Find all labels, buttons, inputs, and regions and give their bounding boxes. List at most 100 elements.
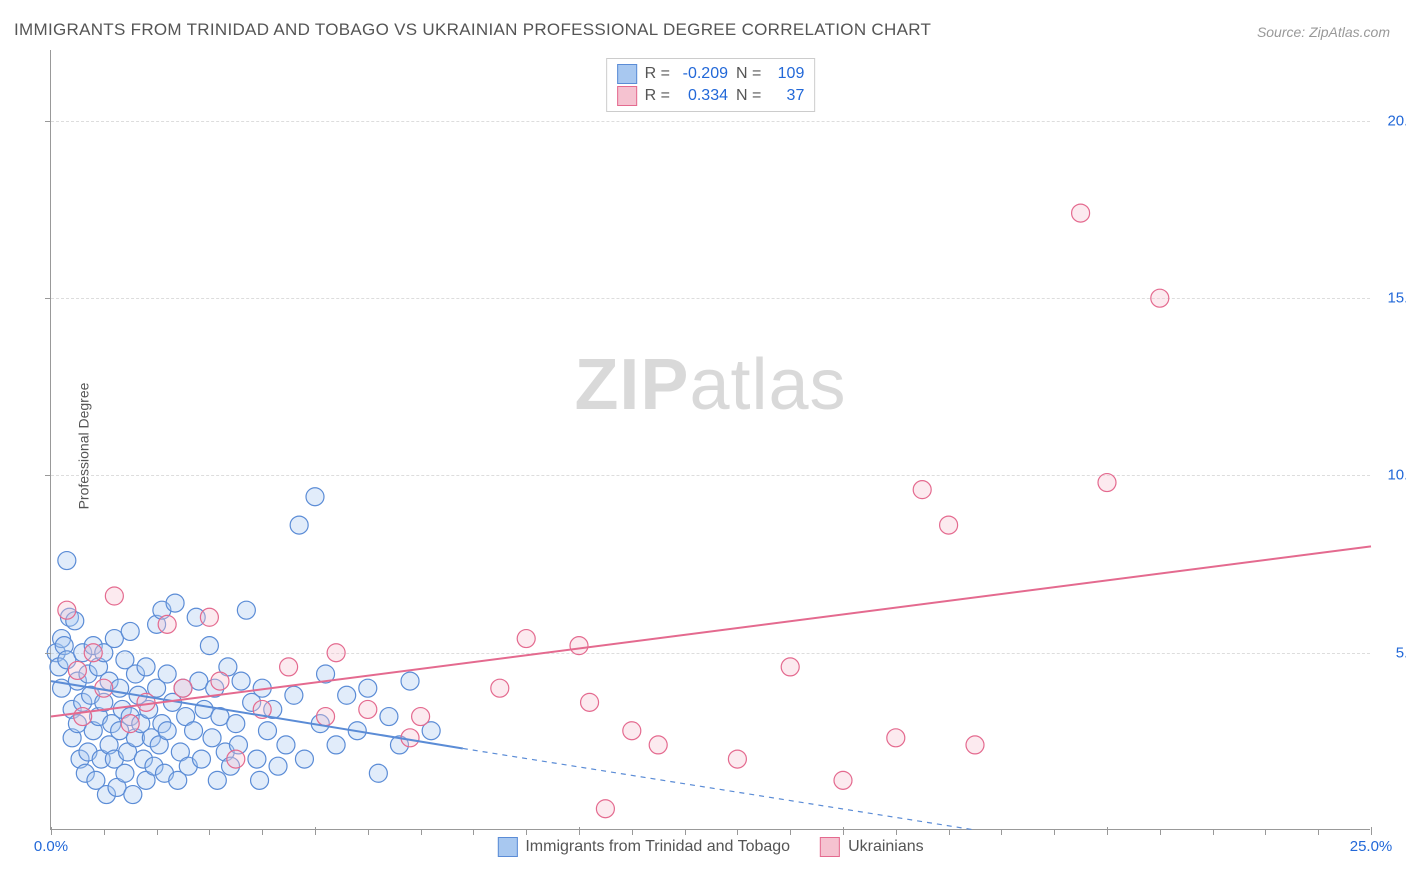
x-minor-tick [1054, 829, 1055, 835]
x-minor-tick [421, 829, 422, 835]
x-tick [51, 827, 52, 835]
n-value-1: 109 [769, 65, 804, 83]
x-minor-tick [104, 829, 105, 835]
x-minor-tick [790, 829, 791, 835]
data-point [58, 552, 76, 570]
data-point [121, 622, 139, 640]
data-point [200, 637, 218, 655]
data-point [834, 771, 852, 789]
data-point [208, 771, 226, 789]
legend-label-2: Ukrainians [848, 838, 924, 856]
data-point [380, 708, 398, 726]
data-point [137, 658, 155, 676]
x-minor-tick [737, 829, 738, 835]
data-point [74, 708, 92, 726]
x-minor-tick [896, 829, 897, 835]
data-point [174, 679, 192, 697]
legend-label-1: Immigrants from Trinidad and Tobago [525, 838, 790, 856]
data-point [211, 672, 229, 690]
data-point [68, 661, 86, 679]
stats-row-series2: R = 0.334 N = 37 [617, 85, 805, 107]
y-tick [45, 653, 51, 654]
scatter-plot-svg [51, 50, 1370, 829]
data-point [359, 679, 377, 697]
data-point [58, 601, 76, 619]
x-minor-tick [262, 829, 263, 835]
source-attribution: Source: ZipAtlas.com [1257, 24, 1390, 40]
data-point [623, 722, 641, 740]
trend-line-extrapolated [463, 748, 975, 830]
x-tick-label: 25.0% [1350, 838, 1393, 855]
y-tick-label: 15.0% [1375, 290, 1406, 307]
data-point [105, 587, 123, 605]
data-point [1098, 474, 1116, 492]
data-point [121, 715, 139, 733]
data-point [185, 722, 203, 740]
y-tick-label: 5.0% [1375, 644, 1406, 661]
data-point [317, 708, 335, 726]
data-point [232, 672, 250, 690]
x-minor-tick [1160, 829, 1161, 835]
legend-item-series2: Ukrainians [820, 837, 924, 857]
chart-container: IMMIGRANTS FROM TRINIDAD AND TOBAGO VS U… [0, 0, 1406, 892]
data-point [116, 764, 134, 782]
swatch-series2 [617, 86, 637, 106]
data-point [596, 800, 614, 818]
r-label: R = [645, 65, 670, 83]
data-point [237, 601, 255, 619]
data-point [248, 750, 266, 768]
data-point [781, 658, 799, 676]
data-point [401, 672, 419, 690]
chart-title: IMMIGRANTS FROM TRINIDAD AND TOBAGO VS U… [14, 20, 931, 40]
data-point [327, 644, 345, 662]
x-minor-tick [473, 829, 474, 835]
data-point [359, 700, 377, 718]
data-point [269, 757, 287, 775]
y-tick-label: 10.0% [1375, 467, 1406, 484]
x-tick [843, 827, 844, 835]
n-value-2: 37 [769, 87, 804, 105]
data-point [124, 786, 142, 804]
x-minor-tick [1001, 829, 1002, 835]
data-point [1072, 204, 1090, 222]
bottom-legend: Immigrants from Trinidad and Tobago Ukra… [497, 837, 923, 857]
x-minor-tick [368, 829, 369, 835]
data-point [338, 686, 356, 704]
y-tick [45, 475, 51, 476]
plot-area: ZIPatlas R = -0.209 N = 109 R = 0.334 N … [50, 50, 1370, 830]
data-point [192, 750, 210, 768]
data-point [1151, 289, 1169, 307]
y-tick [45, 121, 51, 122]
data-point [158, 615, 176, 633]
x-minor-tick [949, 829, 950, 835]
data-point [227, 750, 245, 768]
n-label: N = [736, 65, 761, 83]
x-minor-tick [209, 829, 210, 835]
data-point [649, 736, 667, 754]
x-minor-tick [1213, 829, 1214, 835]
x-minor-tick [526, 829, 527, 835]
x-minor-tick [1318, 829, 1319, 835]
y-tick [45, 298, 51, 299]
data-point [285, 686, 303, 704]
data-point [887, 729, 905, 747]
data-point [913, 481, 931, 499]
swatch-bottom-series2 [820, 837, 840, 857]
n-label-2: N = [736, 87, 761, 105]
x-minor-tick [1265, 829, 1266, 835]
data-point [203, 729, 221, 747]
data-point [158, 665, 176, 683]
data-point [728, 750, 746, 768]
data-point [251, 771, 269, 789]
data-point [306, 488, 324, 506]
x-tick-label: 0.0% [34, 838, 68, 855]
x-minor-tick [632, 829, 633, 835]
data-point [258, 722, 276, 740]
x-tick [1107, 827, 1108, 835]
stats-legend: R = -0.209 N = 109 R = 0.334 N = 37 [606, 58, 816, 112]
data-point [290, 516, 308, 534]
data-point [369, 764, 387, 782]
swatch-series1 [617, 64, 637, 84]
y-tick-label: 20.0% [1375, 112, 1406, 129]
data-point [966, 736, 984, 754]
